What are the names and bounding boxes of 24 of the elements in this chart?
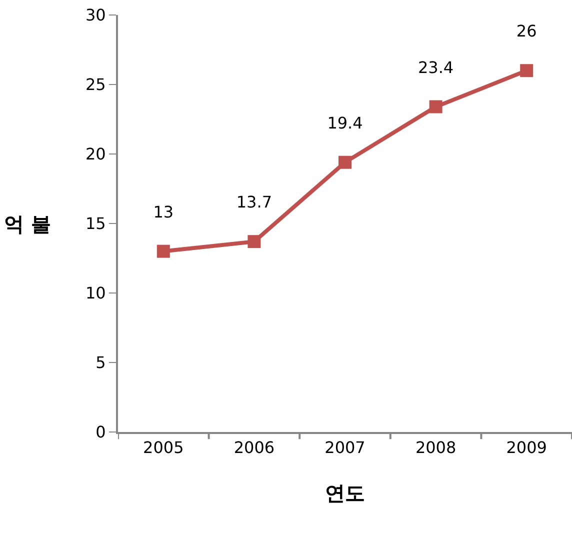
y-tick-label: 5 (96, 353, 106, 372)
x-tick-label: 2009 (506, 438, 547, 458)
x-axis-title: 연도 (325, 481, 365, 506)
point (520, 64, 534, 78)
x-tick-label: 2007 (324, 438, 366, 458)
y-tick-label: 10 (85, 284, 106, 303)
data-label: 19.4 (327, 113, 363, 132)
point (248, 235, 261, 248)
point (429, 100, 442, 114)
data-label: 26 (516, 22, 537, 41)
point (156, 244, 170, 258)
x-tick-label: 2005 (143, 438, 184, 458)
y-axis-title: 억 불 (4, 212, 51, 236)
y-tick-label: 30 (85, 6, 106, 25)
y-tick-label: 15 (85, 214, 106, 234)
data-label: 13.7 (236, 192, 272, 212)
y-tick-label: 20 (85, 144, 106, 164)
y-tick-label: 0 (96, 422, 106, 442)
x-tick-label: 2008 (415, 438, 456, 458)
data-label: 13 (153, 202, 174, 222)
point (338, 156, 352, 169)
x-tick-label: 2006 (234, 438, 275, 458)
data-label: 23.4 (418, 58, 454, 77)
y-tick-label: 25 (85, 75, 106, 94)
